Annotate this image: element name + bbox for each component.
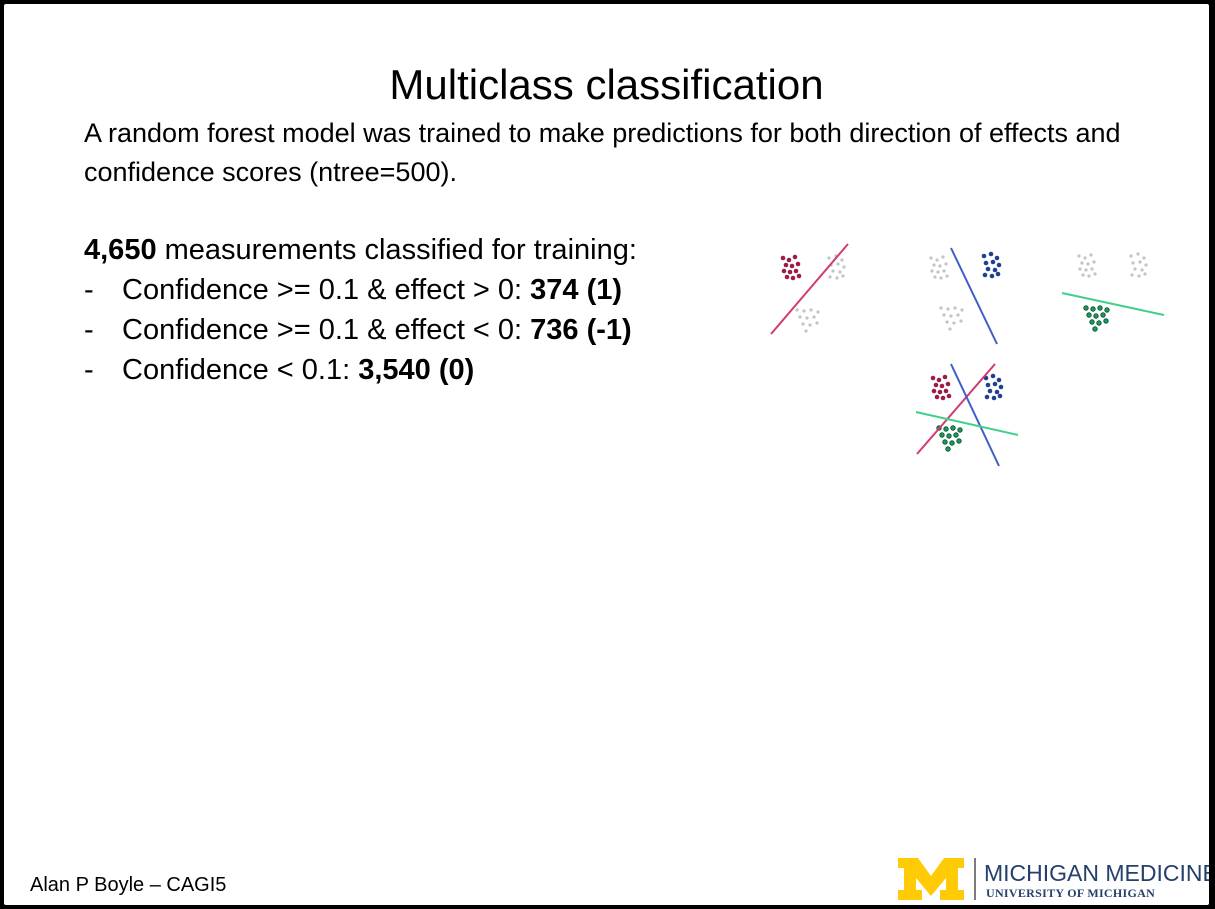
list-dash: - [84, 274, 94, 306]
measurement-count: 4,650 [84, 234, 157, 266]
michigan-medicine-logo: MICHIGAN MEDICINE UNIVERSITY OF MICHIGAN [896, 854, 1209, 904]
list-item: - Confidence >= 0.1 & effect > 0: 374 (1… [84, 270, 804, 310]
intro-text: A random forest model was trained to mak… [84, 118, 1121, 187]
footer-author: Alan P Boyle – CAGI5 [30, 874, 227, 896]
list-item: - Confidence < 0.1: 3,540 (0) [84, 350, 804, 390]
list-item-text: Confidence >= 0.1 & effect > 0: [122, 274, 531, 306]
logo-divider [974, 858, 976, 900]
slide-title: Multiclass classification [389, 61, 824, 108]
list-dash: - [84, 354, 94, 386]
logo-name: MICHIGAN MEDICINE [984, 860, 1209, 886]
measurement-list: 4,650 measurements classified for traini… [84, 230, 804, 390]
slide: Multiclass classification A random fores… [4, 4, 1209, 905]
block-m-icon [898, 858, 964, 900]
logo-subtitle: UNIVERSITY OF MICHIGAN [986, 886, 1156, 900]
list-item-count: 374 (1) [530, 274, 623, 306]
list-item-text: Confidence >= 0.1 & effect < 0: [122, 314, 531, 346]
one-vs-rest-diagram [770, 243, 1165, 467]
list-dash: - [84, 314, 94, 346]
list-item-text: Confidence < 0.1: [122, 354, 359, 386]
list-heading-text: measurements classified for training: [156, 234, 637, 266]
list-item-count: 736 (-1) [530, 314, 632, 346]
list-item-count: 3,540 (0) [358, 354, 475, 386]
list-item: - Confidence >= 0.1 & effect < 0: 736 (-… [84, 310, 804, 350]
list-heading: 4,650 measurements classified for traini… [84, 230, 804, 270]
